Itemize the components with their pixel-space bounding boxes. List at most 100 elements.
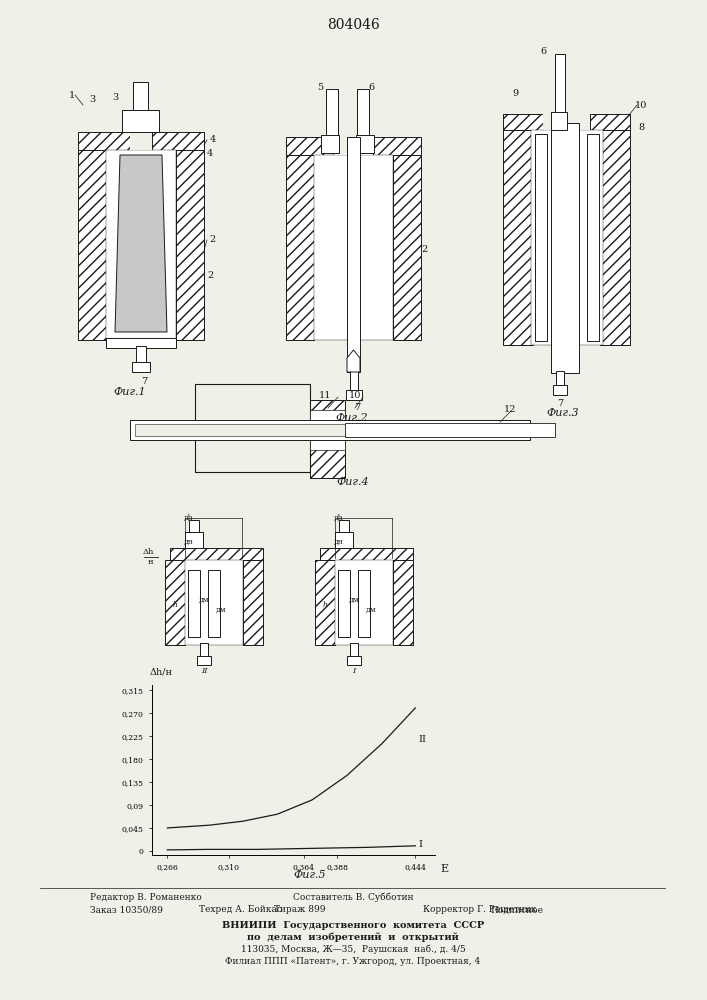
Bar (152, 132, 204, 150)
Bar (320, 548, 413, 560)
Text: дh: дh (185, 514, 194, 522)
Text: Редактор В. Романенко: Редактор В. Романенко (90, 892, 201, 902)
Text: дн: дн (184, 538, 194, 546)
Bar (590, 114, 630, 130)
Bar (551, 112, 567, 130)
Bar (373, 137, 421, 155)
Text: дм: дм (216, 606, 226, 614)
Text: 804046: 804046 (327, 18, 380, 32)
Bar (556, 371, 564, 387)
Text: дh: дh (334, 514, 344, 522)
Bar (208, 570, 220, 637)
Text: дм: дм (199, 596, 209, 604)
Bar (310, 410, 345, 450)
Bar (195, 384, 310, 472)
Text: 4: 4 (207, 149, 213, 158)
Text: по  делам  изобретений  и  открытий: по делам изобретений и открытий (247, 932, 459, 942)
Bar (200, 643, 208, 657)
Text: 7: 7 (141, 377, 147, 386)
Text: I: I (352, 667, 356, 675)
Bar (347, 137, 360, 372)
Bar (503, 130, 533, 345)
Bar (551, 123, 579, 373)
Text: 10: 10 (635, 101, 647, 109)
Bar (335, 532, 353, 548)
Text: 8: 8 (638, 123, 644, 132)
Bar (350, 643, 358, 657)
Bar (106, 150, 176, 340)
Bar (170, 548, 263, 560)
Bar (347, 656, 361, 665)
Text: 3: 3 (112, 94, 118, 103)
Bar (315, 560, 335, 645)
Text: Δh/н: Δh/н (149, 668, 173, 676)
Text: 2: 2 (207, 270, 213, 279)
Text: Составитель В. Субботин: Составитель В. Субботин (293, 892, 414, 902)
Bar (195, 450, 310, 472)
Bar (357, 89, 369, 137)
Bar (132, 362, 150, 372)
Bar (587, 134, 599, 341)
Text: Филиал ППП «Патент», г. Ужгород, ул. Проектная, 4: Филиал ППП «Патент», г. Ужгород, ул. Про… (226, 956, 481, 966)
Bar (106, 338, 176, 348)
Bar (555, 54, 565, 114)
Bar (346, 390, 362, 400)
Bar (286, 155, 314, 340)
Text: 7: 7 (557, 398, 563, 408)
Bar (314, 155, 393, 340)
Bar (356, 135, 374, 153)
Bar (130, 420, 530, 440)
Text: 4: 4 (210, 135, 216, 144)
Text: 11: 11 (319, 390, 332, 399)
Text: 113035, Москва, Ж—35,  Раушская  наб., д. 4/5: 113035, Москва, Ж—35, Раушская наб., д. … (240, 944, 465, 954)
Text: Фиг.2: Фиг.2 (336, 413, 368, 423)
Bar (135, 424, 525, 436)
Bar (197, 656, 211, 665)
Text: Заказ 10350/89: Заказ 10350/89 (90, 906, 163, 914)
Bar (188, 570, 200, 637)
Bar (176, 150, 204, 340)
Text: 6: 6 (368, 83, 374, 92)
Bar (185, 560, 243, 645)
Text: дн: дн (334, 538, 344, 546)
Bar (338, 570, 350, 637)
Text: Фиг.3: Фиг.3 (547, 408, 579, 418)
Polygon shape (347, 350, 360, 372)
Bar (339, 520, 349, 532)
Bar (503, 114, 543, 130)
Text: Фиг.5: Фиг.5 (293, 870, 327, 880)
Bar (531, 130, 603, 345)
Text: 1: 1 (69, 91, 75, 100)
Polygon shape (115, 155, 167, 332)
Text: II: II (201, 667, 207, 675)
Text: ВНИИПИ  Государственного  комитета  СССР: ВНИИПИ Государственного комитета СССР (222, 920, 484, 930)
Text: 6: 6 (540, 47, 546, 56)
Bar (136, 346, 146, 364)
Text: 2: 2 (421, 245, 427, 254)
Text: Δh: Δh (142, 548, 153, 556)
Bar (326, 89, 338, 137)
Text: дм: дм (366, 606, 376, 614)
Text: I: I (418, 840, 422, 849)
Text: дм: дм (349, 596, 359, 604)
Text: h: h (173, 601, 177, 609)
Bar (335, 560, 393, 645)
Text: Корректор Г. Решетник: Корректор Г. Решетник (423, 906, 537, 914)
Text: 9: 9 (512, 90, 518, 99)
Text: 7: 7 (354, 403, 360, 412)
Text: Фиг.1: Фиг.1 (114, 387, 146, 397)
Bar (553, 385, 567, 395)
Text: Техред А. Бойкас: Техред А. Бойкас (199, 906, 281, 914)
Bar (122, 110, 159, 132)
Bar (78, 150, 106, 340)
Bar (243, 560, 263, 645)
Text: h: h (322, 601, 327, 609)
Text: 3: 3 (89, 96, 95, 104)
Bar (130, 132, 152, 150)
Bar (189, 520, 199, 532)
Bar (310, 400, 345, 478)
Bar (133, 82, 148, 110)
Text: Подписное: Подписное (490, 906, 543, 914)
Bar (535, 134, 547, 341)
Bar (350, 370, 358, 392)
